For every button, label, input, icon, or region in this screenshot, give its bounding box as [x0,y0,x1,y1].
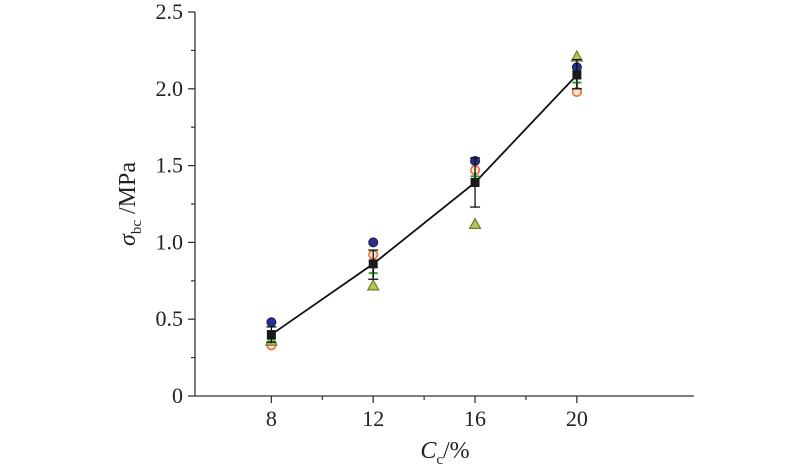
x-tick-label: 8 [266,406,277,431]
y-axis-title: σbc /MPa [115,162,145,246]
data-point-triangle [468,217,482,230]
y-tick-label: 2.5 [156,0,184,24]
mean-point-square [266,330,276,340]
x-ticks: 8 12 16 20 [266,396,588,431]
data-point-circle [368,237,379,248]
mean-point-square [470,177,480,187]
y-tick-label: 0 [172,383,183,408]
x-tick-label: 12 [362,406,384,431]
y-tick-label: 2.0 [156,76,184,101]
y-ticks: 0 0.5 1.0 1.5 2.0 2.5 [156,0,195,408]
mean-point-square [368,259,378,269]
mean-series [266,58,582,343]
data-point-triangle [366,278,380,291]
data-point-circle [266,317,277,328]
mean-trend-line [270,74,578,336]
trend-series [270,74,578,336]
x-tick-label: 16 [464,406,486,431]
x-tick-label: 20 [566,406,588,431]
y-tick-label: 1.0 [156,229,184,254]
x-axis-title: Cc/% [420,438,469,468]
y-tick-label: 1.5 [156,153,184,178]
y-tick-label: 0.5 [156,306,184,331]
mean-point-square [572,70,582,80]
